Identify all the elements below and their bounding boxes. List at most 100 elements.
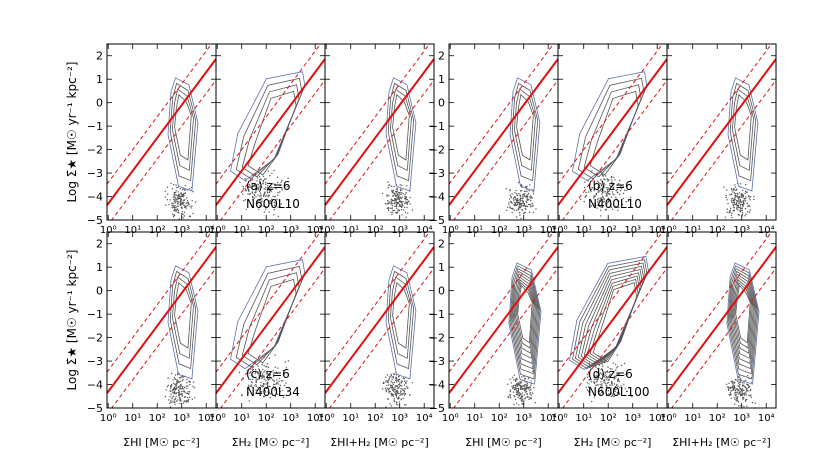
- scatter-point: [516, 193, 518, 195]
- scatter-point: [729, 207, 732, 209]
- ks-dashed-line: [667, 232, 773, 373]
- scatter-point: [398, 202, 400, 204]
- scatter-point: [592, 381, 595, 383]
- scatter-point: [177, 201, 179, 203]
- scatter-point: [604, 382, 606, 384]
- scatter-point: [622, 198, 624, 200]
- scatter-point: [602, 201, 605, 203]
- contour-line: [171, 276, 194, 359]
- scatter-point: [270, 186, 273, 188]
- panel-label: (b) z=6: [588, 179, 633, 193]
- y-tick-label: 0: [438, 97, 445, 110]
- scatter-point: [270, 201, 272, 203]
- scatter-point: [395, 394, 397, 397]
- scatter-point: [615, 384, 618, 387]
- scatter-point: [723, 186, 725, 188]
- scatter-point: [256, 180, 258, 182]
- scatter-point: [280, 181, 282, 183]
- scatter-point: [519, 392, 521, 395]
- contour-line: [731, 88, 754, 171]
- scatter-point: [601, 391, 603, 393]
- scatter-point: [394, 388, 397, 391]
- scatter-point: [517, 198, 519, 200]
- scatter-point: [735, 379, 737, 381]
- scatter-point: [519, 201, 521, 203]
- scatter-point: [172, 382, 175, 384]
- contour-line: [515, 279, 535, 354]
- x-tick-label: 10⁰: [551, 225, 568, 236]
- scatter-point: [403, 394, 406, 396]
- scatter-point: [731, 212, 733, 214]
- scatter-point: [187, 203, 190, 205]
- scatter-point: [750, 196, 752, 198]
- scatter-point: [522, 387, 524, 389]
- scatter-point: [173, 377, 175, 379]
- scatter-point: [287, 177, 289, 179]
- scatter-point: [603, 182, 605, 184]
- x-tick-label: 10⁰: [100, 413, 117, 424]
- scatter-point: [167, 377, 169, 379]
- scatter-point: [605, 378, 607, 380]
- scatter-point: [282, 380, 284, 382]
- scatter-point: [605, 374, 607, 376]
- scatter-point: [393, 192, 395, 194]
- scatter-point: [619, 179, 621, 182]
- scatter-point: [406, 203, 408, 205]
- scatter-point: [170, 383, 173, 386]
- scatter-point: [606, 203, 608, 205]
- scatter-point: [611, 368, 613, 370]
- scatter-point: [618, 182, 620, 185]
- scatter-point: [595, 193, 598, 196]
- ks-relation-line: [107, 246, 216, 394]
- scatter-point: [737, 193, 739, 195]
- scatter-point: [387, 200, 389, 202]
- scatter-point: [260, 184, 262, 187]
- scatter-point: [404, 202, 406, 205]
- scatter-point: [403, 392, 406, 394]
- scatter-point: [730, 200, 733, 202]
- scatter-point: [735, 396, 737, 398]
- scatter-point: [171, 188, 174, 190]
- scatter-point: [248, 400, 250, 402]
- scatter-point: [608, 371, 610, 374]
- y-tick-label: 1: [96, 261, 103, 274]
- scatter-point: [600, 377, 602, 380]
- scatter-point: [610, 392, 612, 394]
- scatter-point: [271, 198, 273, 200]
- scatter-point: [513, 200, 515, 202]
- scatter-point: [595, 366, 597, 368]
- scatter-point: [527, 199, 529, 201]
- scatter-point: [184, 185, 186, 187]
- scatter-point: [747, 390, 749, 392]
- scatter-point: [176, 387, 178, 389]
- x-tick-label: 10²: [709, 413, 726, 424]
- scatter-point: [392, 202, 394, 205]
- x-tick-label: 10⁴: [416, 225, 433, 236]
- scatter-point: [395, 198, 397, 200]
- scatter-point: [263, 395, 266, 398]
- scatter-point: [393, 381, 395, 384]
- scatter-point: [744, 183, 747, 186]
- scatter-point: [275, 204, 277, 206]
- model-label: N600L100: [588, 385, 649, 399]
- scatter-point: [599, 186, 601, 188]
- scatter-point: [248, 184, 251, 186]
- scatter-point: [525, 208, 527, 210]
- scatter-point: [401, 192, 403, 194]
- scatter-point: [187, 385, 189, 387]
- scatter-point: [735, 193, 737, 195]
- plot-area: [558, 232, 667, 408]
- scatter-point: [253, 197, 255, 199]
- scatter-point: [733, 387, 735, 389]
- scatter-point: [189, 383, 191, 386]
- scatter-point: [588, 390, 590, 392]
- scatter-point: [749, 389, 752, 392]
- scatter-point: [742, 393, 744, 395]
- x-tick-label: 10²: [149, 413, 166, 424]
- scatter-point: [393, 398, 395, 400]
- scatter-point: [268, 378, 270, 380]
- scatter-point: [399, 196, 402, 199]
- scatter-point: [399, 198, 401, 200]
- scatter-point: [179, 380, 181, 382]
- scatter-point: [173, 202, 175, 204]
